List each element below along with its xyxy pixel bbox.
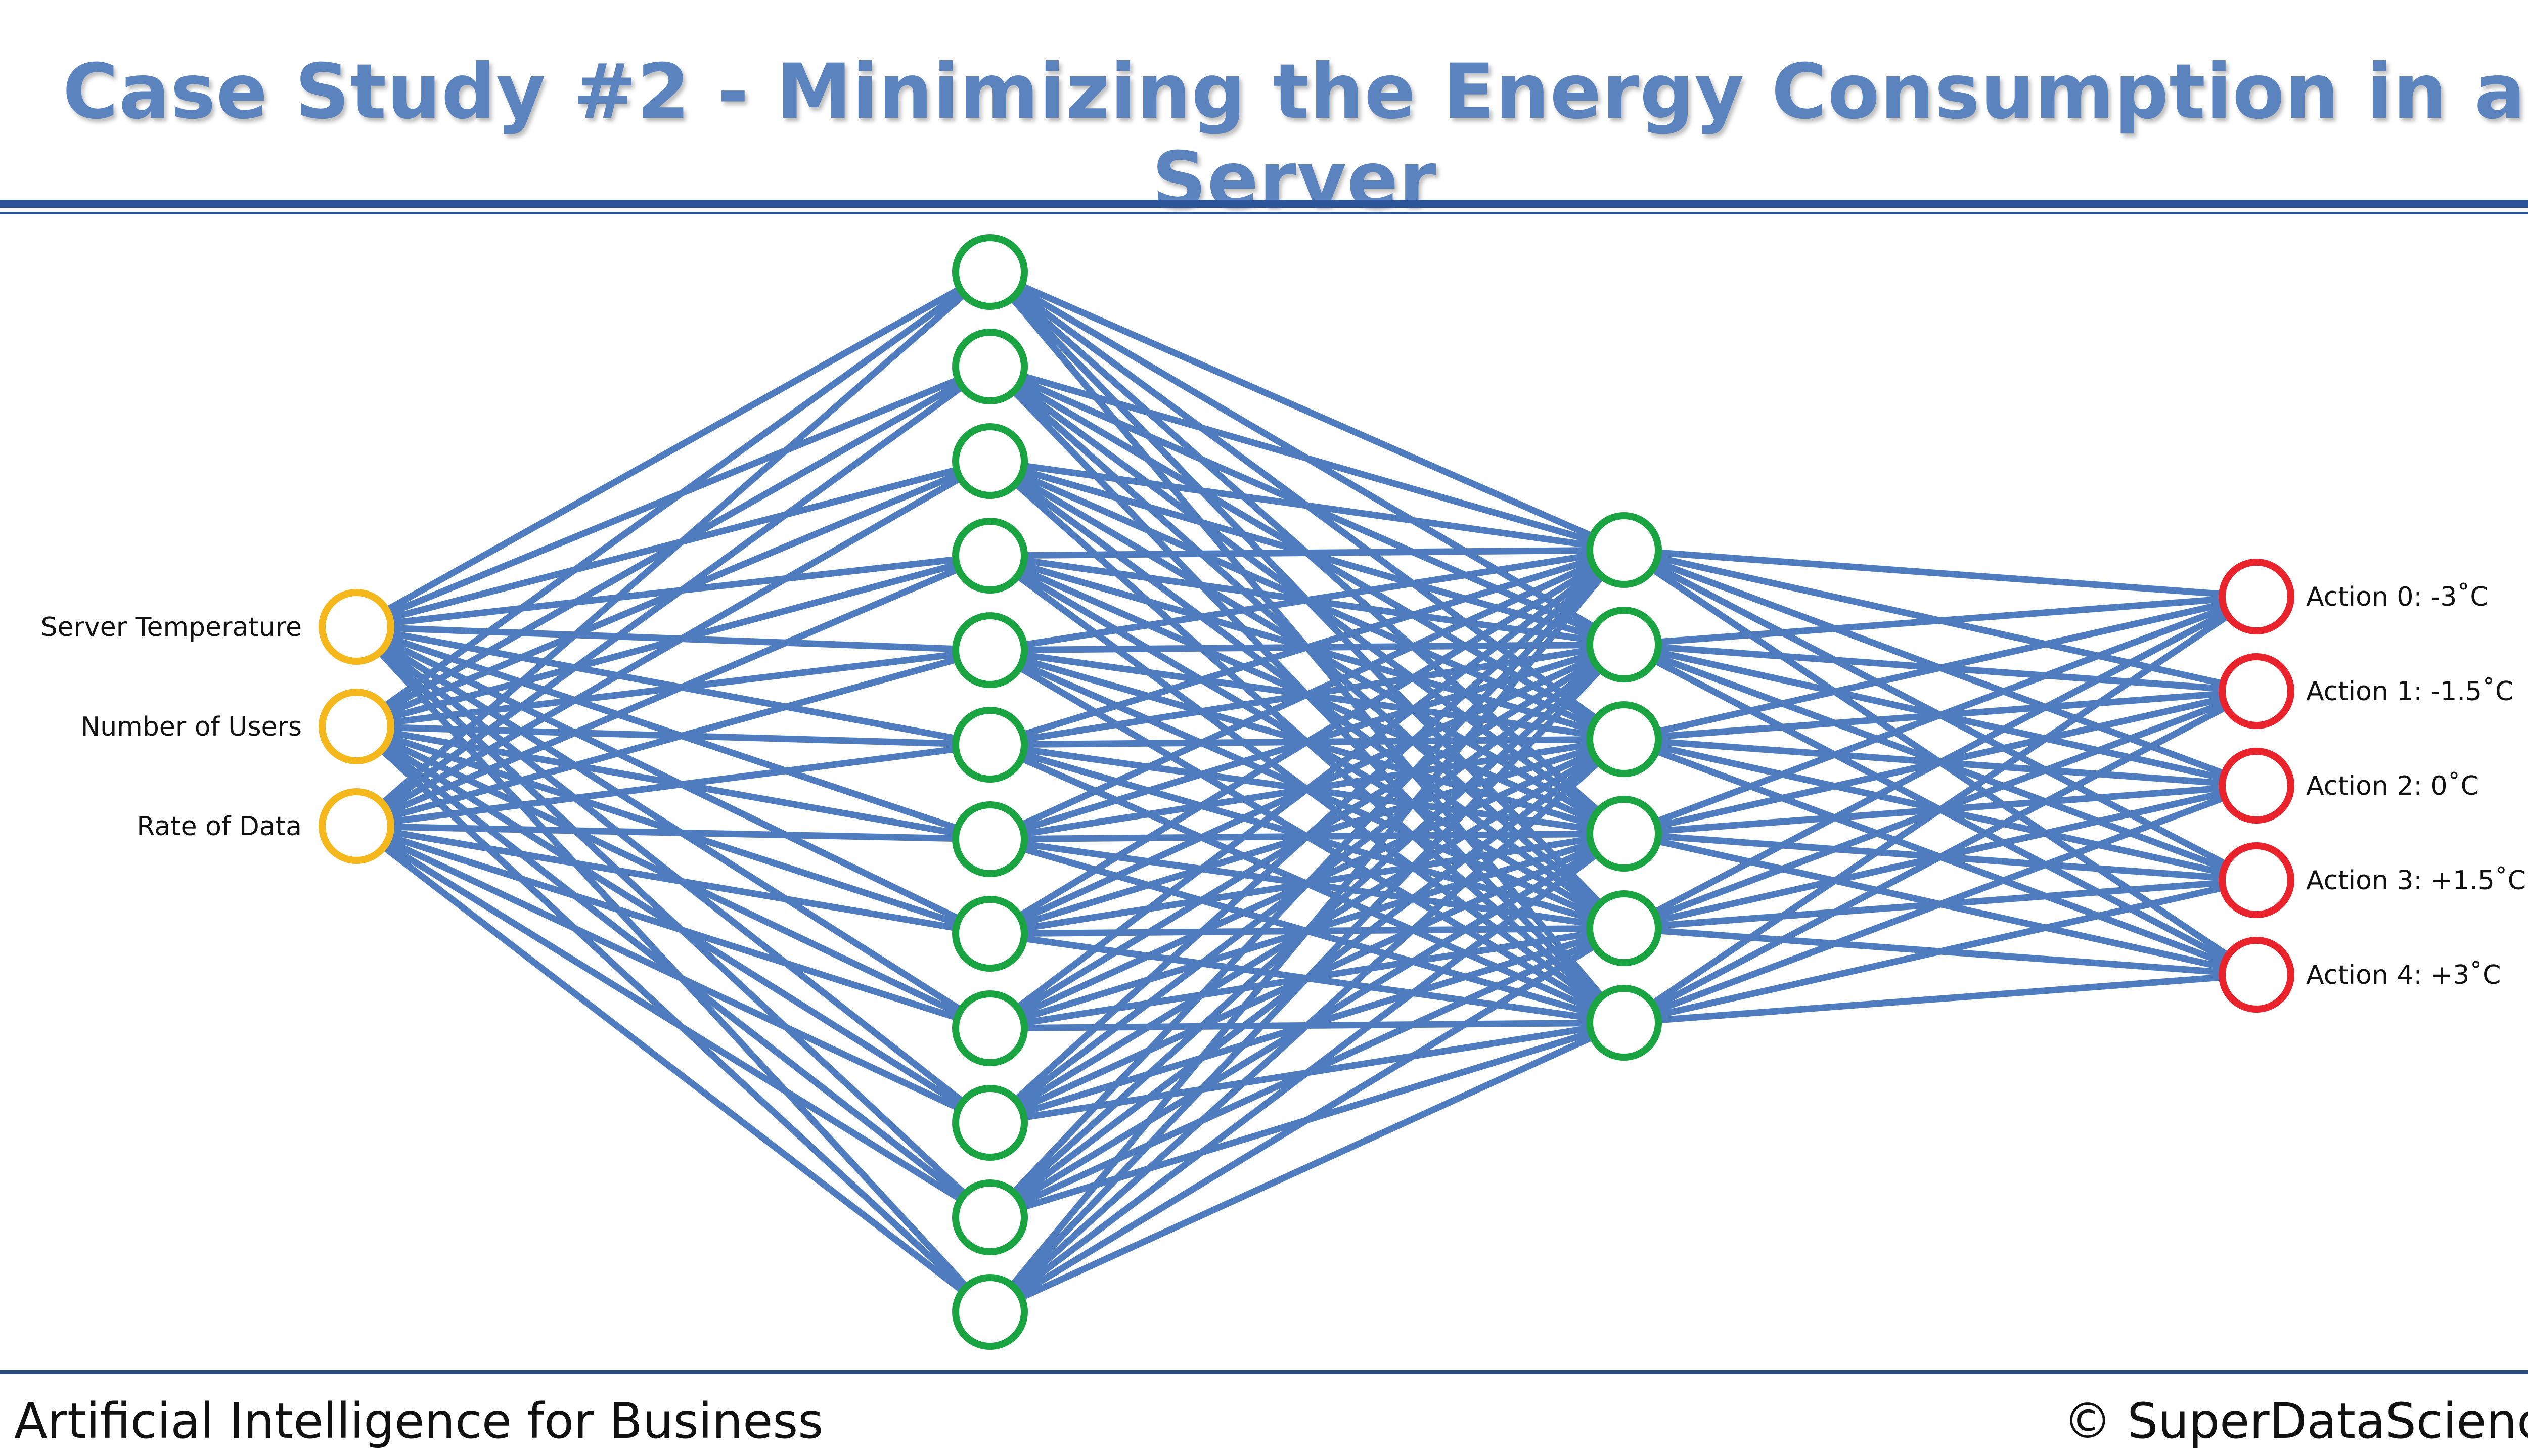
hidden-2-neuron-0 xyxy=(1586,512,1662,588)
output-label-2: Action 2: 0˚C xyxy=(2306,771,2479,801)
connection-input-2-to-hidden-1-5 xyxy=(353,741,994,830)
hidden-2-neuron-1 xyxy=(1586,607,1662,682)
input-neuron-2 xyxy=(319,788,394,864)
output-label-3: Action 3: +1.5˚C xyxy=(2306,866,2526,896)
connection-hidden-2-5-to-output-0 xyxy=(1620,593,2260,1026)
connection-input-2-to-hidden-1-8 xyxy=(353,823,994,1032)
connection-input-2-to-hidden-1-3 xyxy=(353,552,994,830)
connection-hidden-1-11-to-hidden-2-2 xyxy=(986,736,1628,1315)
hidden-2-neuron-4 xyxy=(1586,890,1662,966)
connection-hidden-1-8-to-hidden-2-0 xyxy=(986,547,1628,1032)
connection-hidden-1-9-to-hidden-2-0 xyxy=(986,547,1628,1126)
slide-title: Case Study #2 - Minimizing the Energy Co… xyxy=(62,48,2526,224)
footer-course-title: Artificial Intelligence for Business xyxy=(14,1393,824,1449)
connection-input-2-to-hidden-1-0 xyxy=(353,268,994,830)
node-labels: Server Temperature Number of Users Rate of… xyxy=(41,582,2526,990)
connection-hidden-1-5-to-hidden-2-0 xyxy=(986,547,1628,748)
connection-hidden-1-4-to-hidden-2-0 xyxy=(986,547,1628,654)
input-label-2: Rate of Data xyxy=(137,811,302,842)
connection-hidden-1-11-to-hidden-2-0 xyxy=(986,547,1628,1315)
hidden-1-neuron-2 xyxy=(952,423,1028,499)
output-label-0: Action 0: -3˚C xyxy=(2306,582,2489,612)
connection-input-2-to-hidden-1-4 xyxy=(353,647,994,830)
hidden-1-neuron-7 xyxy=(952,896,1028,972)
output-neuron-3 xyxy=(2219,842,2294,918)
connection-hidden-2-5-to-output-2 xyxy=(1620,782,2260,1026)
input-label-0: Server Temperature xyxy=(41,612,302,643)
connection-hidden-2-5-to-output-3 xyxy=(1620,877,2260,1026)
hidden-2-neuron-5 xyxy=(1586,985,1662,1061)
connection-hidden-1-1-to-hidden-2-0 xyxy=(986,363,1628,554)
hidden-1-neuron-4 xyxy=(952,612,1028,688)
hidden-2-neuron-2 xyxy=(1586,701,1662,777)
hidden-1-neuron-3 xyxy=(952,518,1028,594)
input-neuron-0 xyxy=(319,589,394,665)
hidden-1-neuron-5 xyxy=(952,707,1028,783)
hidden-1-neuron-11 xyxy=(952,1274,1028,1350)
connection-hidden-2-5-to-output-4 xyxy=(1620,971,2260,1026)
connections xyxy=(353,268,2260,1315)
output-neuron-4 xyxy=(2219,937,2294,1013)
connection-hidden-2-5-to-output-1 xyxy=(1620,688,2260,1026)
connection-hidden-1-11-to-hidden-2-5 xyxy=(986,1019,1628,1315)
connection-hidden-1-0-to-hidden-2-0 xyxy=(986,268,1628,554)
connection-hidden-1-11-to-hidden-2-1 xyxy=(986,641,1628,1315)
connection-hidden-2-3-to-output-0 xyxy=(1620,593,2260,837)
connection-input-2-to-hidden-1-6 xyxy=(353,823,994,843)
hidden-2-neuron-3 xyxy=(1586,796,1662,872)
connection-hidden-1-3-to-hidden-2-0 xyxy=(986,547,1628,559)
connection-input-1-to-hidden-1-0 xyxy=(353,268,994,730)
connection-hidden-2-2-to-output-0 xyxy=(1620,593,2260,743)
connection-input-2-to-hidden-1-2 xyxy=(353,458,994,830)
hidden-1-neuron-8 xyxy=(952,990,1028,1066)
connection-hidden-1-6-to-hidden-2-0 xyxy=(986,547,1628,843)
connection-hidden-2-1-to-output-0 xyxy=(1620,593,2260,648)
input-label-1: Number of Users xyxy=(80,712,302,742)
output-label-4: Action 4: +3˚C xyxy=(2306,960,2501,990)
connection-input-2-to-hidden-1-9 xyxy=(353,823,994,1126)
hidden-1-neuron-9 xyxy=(952,1085,1028,1161)
connection-hidden-2-4-to-output-0 xyxy=(1620,593,2260,932)
connection-input-0-to-hidden-1-0 xyxy=(353,268,994,630)
connection-input-2-to-hidden-1-1 xyxy=(353,363,994,830)
hidden-1-neuron-1 xyxy=(952,329,1028,404)
connection-hidden-1-7-to-hidden-2-0 xyxy=(986,547,1628,937)
output-neuron-1 xyxy=(2219,653,2294,729)
connection-input-2-to-hidden-1-10 xyxy=(353,823,994,1221)
connection-hidden-1-11-to-hidden-2-4 xyxy=(986,925,1628,1315)
output-neuron-0 xyxy=(2219,559,2294,634)
connection-input-2-to-hidden-1-11 xyxy=(353,823,994,1315)
header-divider xyxy=(0,200,2528,208)
input-neuron-1 xyxy=(319,689,394,764)
connection-input-2-to-hidden-1-7 xyxy=(353,823,994,937)
footer-divider xyxy=(0,1370,2528,1374)
output-label-1: Action 1: -1.5˚C xyxy=(2306,676,2513,707)
connection-hidden-1-11-to-hidden-2-3 xyxy=(986,830,1628,1315)
footer-copyright: © SuperDataScience xyxy=(2063,1393,2528,1449)
neurons xyxy=(319,234,2294,1350)
connection-hidden-2-0-to-output-0 xyxy=(1620,547,2260,600)
hidden-1-neuron-6 xyxy=(952,801,1028,877)
header-divider-thin xyxy=(0,212,2528,214)
hidden-1-neuron-10 xyxy=(952,1179,1028,1255)
connection-hidden-1-2-to-hidden-2-0 xyxy=(986,458,1628,554)
output-neuron-2 xyxy=(2219,748,2294,824)
hidden-1-neuron-0 xyxy=(952,234,1028,310)
connection-hidden-1-10-to-hidden-2-0 xyxy=(986,547,1628,1221)
